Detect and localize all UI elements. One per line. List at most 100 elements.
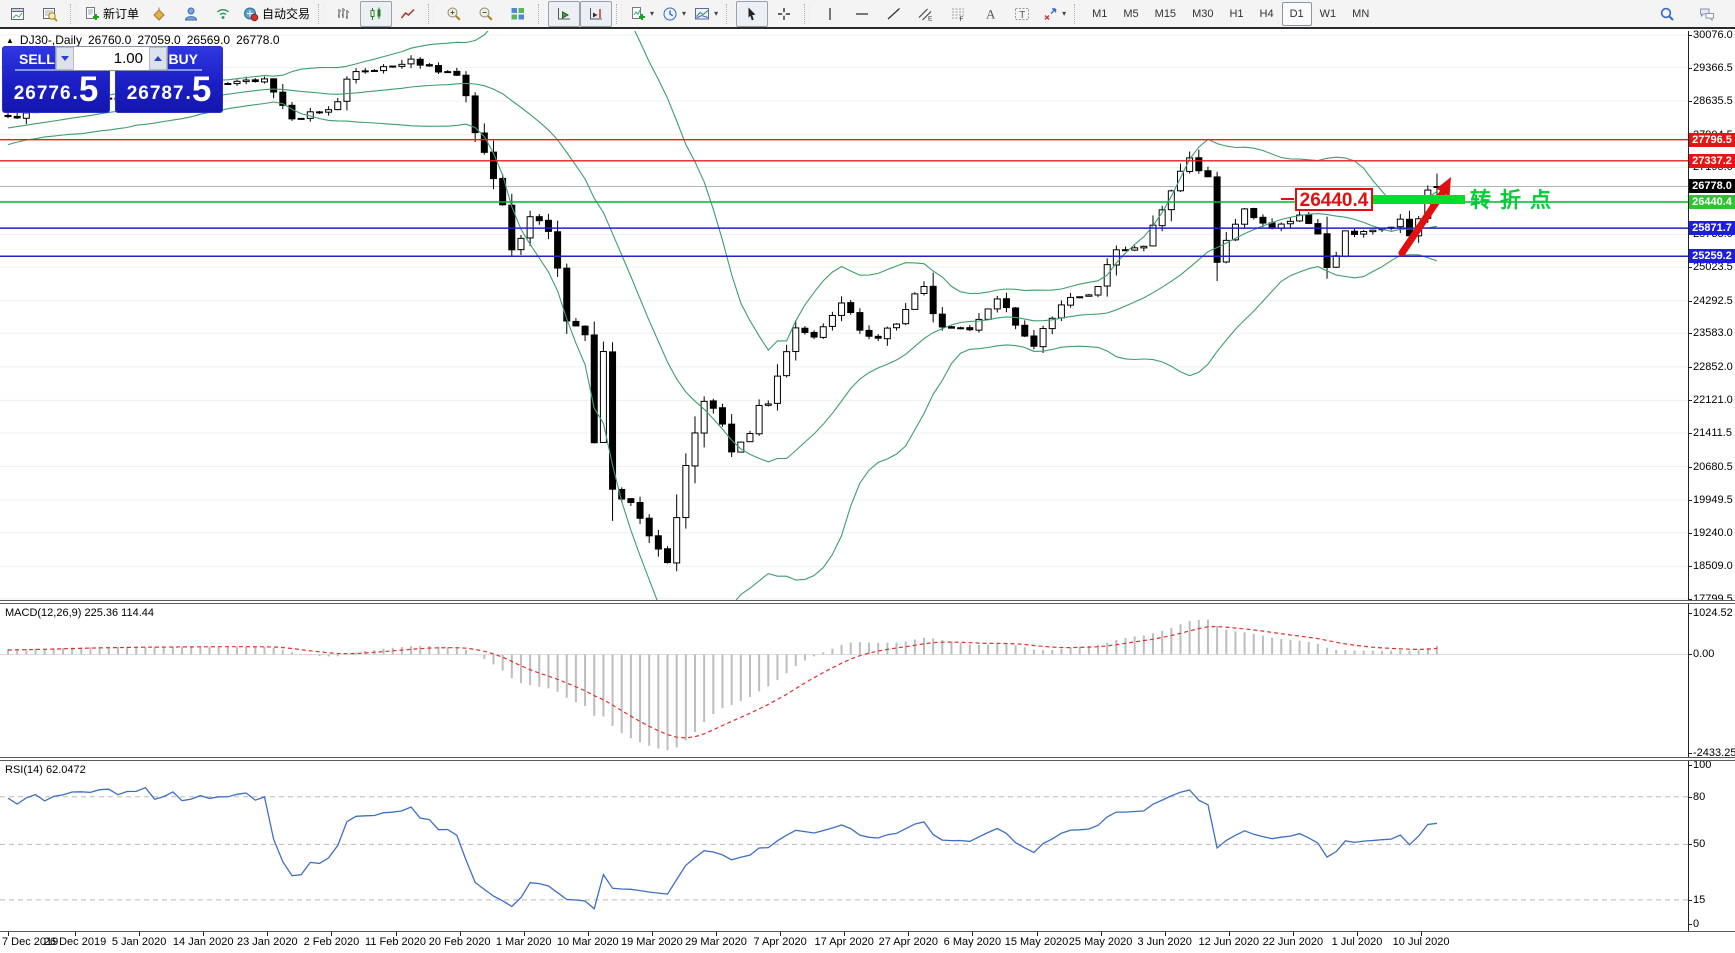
price-tick-label: 28635.5 [1693,95,1733,108]
vertical-line-button[interactable] [814,1,846,27]
template-button[interactable]: ▾ [690,1,722,27]
annotation-note-text[interactable]: 转折点 [1470,189,1560,212]
volume-increase-button[interactable] [149,47,167,70]
volume-decrease-button[interactable] [56,47,74,70]
ohlc-close: 26778.0 [236,33,280,47]
signals-icon [217,8,230,19]
arrows-button[interactable]: ▾ [1038,1,1070,27]
candlestick-button[interactable] [360,0,393,27]
axis-tick-mark [1688,366,1692,368]
axis-tick-mark [1688,566,1692,568]
bar-chart-icon [338,7,350,19]
chart-shift-button[interactable] [580,0,613,27]
toolbar-grip [428,3,435,24]
annotation-green-bar[interactable] [1372,195,1465,204]
timeframe-h4-button[interactable]: H4 [1259,7,1274,20]
chart-window-button[interactable] [2,1,34,27]
autoscroll-icon [558,7,571,19]
time-tick-label: 25 May 2020 [1068,936,1133,948]
macd-indicator-panel[interactable]: MACD(12,26,9) 225.36 114.44 [0,604,1735,757]
ohlc-high: 27059.0 [137,33,181,47]
timeframe-m30-button[interactable]: M30 [1192,7,1214,20]
price-tick-label: 20680.5 [1693,460,1733,473]
axis-tick-mark [1688,333,1692,335]
trendline-button[interactable] [878,1,910,27]
axis-tick-mark [1688,765,1692,766]
toolbar-grip [70,3,76,24]
text-icon: A [986,6,996,21]
line-chart-button[interactable] [392,1,424,27]
price-tick-label: 0.00 [1693,648,1715,661]
time-tick-mark [908,932,910,936]
horizontal-line-button[interactable] [846,1,878,27]
data-window-button[interactable] [34,1,66,27]
main-chart-panel[interactable]: ▲ DJ30-,Daily 26760.0 27059.0 26569.0 26… [0,31,1735,600]
axis-tick-mark [1688,34,1692,36]
horizontal-line-icon [856,12,869,15]
axis-tick-mark [1688,300,1692,302]
price-axis-line [1688,31,1689,931]
main-chart-canvas[interactable] [0,31,1688,600]
cursor-button[interactable] [736,0,769,27]
annotation-price-box[interactable]: 26440.4 [1295,188,1373,211]
volume-input[interactable]: 1.00 [113,50,143,67]
dropdown-caret-icon: ▾ [714,9,719,18]
price-level-badge: 27337.2 [1689,153,1735,168]
new-order-button[interactable]: 新订单 [80,1,143,27]
timeframe-d1-button[interactable]: D1 [1281,1,1312,26]
time-tick-mark [267,932,269,936]
time-tick-label: 7 Apr 2020 [753,936,807,948]
zoom-in-button[interactable] [438,1,470,27]
zoom-out-button[interactable] [470,1,502,27]
periods-button[interactable]: ▾ [658,1,690,27]
indicators-button[interactable]: ▾ [626,1,658,27]
equidistant-channel-button[interactable]: E [910,1,942,27]
autotrade-button[interactable]: 自动交易 [239,1,314,27]
price-tick-label: 22121.0 [1693,394,1733,407]
collapse-triangle-icon[interactable]: ▲ [6,35,14,45]
timeframe-w1-button[interactable]: W1 [1319,7,1337,20]
time-tick-label: 12 Jun 2020 [1198,936,1260,948]
time-tick-mark [523,932,525,936]
axis-tick-mark [1688,432,1692,434]
tile-windows-button[interactable] [502,1,534,27]
crosshair-button[interactable] [768,1,800,27]
timeframe-mn-button[interactable]: MN [1352,7,1370,20]
timeframe-h1-button[interactable]: H1 [1229,7,1244,20]
time-tick-mark [331,932,333,936]
price-tick-label: 22852.0 [1693,360,1733,373]
panel-separator[interactable] [0,757,1735,761]
line-chart-icon [400,8,415,18]
community-button[interactable] [175,1,207,27]
signals-button[interactable] [207,1,239,27]
bar-chart-button[interactable] [328,1,360,27]
time-tick-label: 7 Dec 2019 [2,936,59,948]
equidistant-channel-icon: E [918,8,933,22]
price-tick-label: -2433.25 [1693,746,1735,759]
time-tick-mark [1164,932,1166,936]
text-button[interactable]: A [974,1,1006,27]
chat-button[interactable] [1691,1,1723,27]
time-tick-label: 1 Mar 2020 [495,936,552,948]
time-tick-mark [587,932,589,936]
time-tick-label: 22 Jun 2020 [1262,936,1324,948]
timeframe-m5-button[interactable]: M5 [1123,7,1139,20]
rsi-canvas[interactable] [0,761,1688,931]
time-tick-label: 11 Feb 2020 [365,936,426,948]
timeframe-m15-button[interactable]: M15 [1154,7,1177,20]
timeframe-m1-button[interactable]: M1 [1092,7,1108,20]
text-label-button[interactable]: T [1006,1,1038,27]
autoscroll-button[interactable] [548,0,581,27]
toolbar-group-pointer [736,0,800,27]
rsi-indicator-panel[interactable]: RSI(14) 62.0472 [0,761,1735,931]
axis-tick-mark [1688,899,1692,901]
search-button[interactable] [1651,1,1683,27]
panel-separator[interactable] [0,600,1735,604]
fibonacci-button[interactable]: F [942,1,974,27]
macd-canvas[interactable] [0,604,1688,757]
axis-tick-mark [1688,500,1692,502]
price-tick-label: 25023.5 [1693,261,1733,274]
price-level-badge: 25871.7 [1689,221,1735,236]
style-bucket-button[interactable] [143,1,175,27]
autotrade-icon [244,7,259,21]
